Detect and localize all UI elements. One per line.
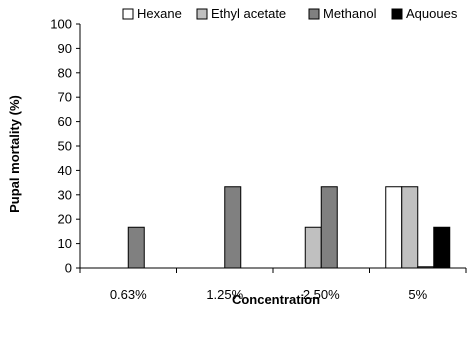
y-tick-label: 30 — [58, 187, 72, 202]
legend-label: Aquoues — [406, 6, 458, 21]
y-tick-label: 40 — [58, 163, 72, 178]
x-tick-label: 1.25% — [206, 287, 243, 302]
bar-aquoues-3 — [433, 226, 451, 269]
y-axis: 0 10 20 30 40 50 60 70 80 90 100 — [50, 17, 81, 276]
y-axis-title: Pupal mortality (%) — [7, 95, 22, 213]
x-tick-label: 5% — [408, 287, 427, 302]
bar-hexane-3 — [385, 186, 403, 269]
legend-swatch — [308, 8, 320, 20]
bar-ethyl-acetate-3 — [401, 186, 419, 269]
y-tick-label: 60 — [58, 114, 72, 129]
legend-label: Hexane — [137, 6, 182, 21]
y-tick-label: 70 — [58, 90, 72, 105]
legend-swatch — [122, 8, 134, 20]
y-tick-label: 20 — [58, 212, 72, 227]
y-tick-label: 0 — [65, 261, 72, 276]
legend: Hexane Ethyl acetate Methanol Aquoues — [122, 6, 458, 21]
bar-ethyl-acetate-2 — [304, 226, 322, 269]
x-axis-title: Concentration — [232, 292, 320, 307]
legend-swatch — [196, 8, 208, 20]
y-tick-label: 100 — [50, 17, 72, 32]
bar-methanol-1 — [224, 186, 242, 269]
legend-swatch — [391, 8, 403, 20]
y-tick-label: 80 — [58, 65, 72, 80]
legend-label: Methanol — [323, 6, 377, 21]
y-tick-label: 90 — [58, 41, 72, 56]
legend-label: Ethyl acetate — [211, 6, 286, 21]
x-tick-label: 0.63% — [110, 287, 147, 302]
bars — [127, 186, 451, 269]
bar-methanol-3 — [417, 266, 435, 269]
y-tick-label: 10 — [58, 236, 72, 251]
bar-methanol-0 — [127, 226, 145, 269]
y-tick-label: 50 — [58, 139, 72, 154]
bar-methanol-2 — [320, 186, 338, 269]
x-tick-label: 2.50% — [303, 287, 340, 302]
